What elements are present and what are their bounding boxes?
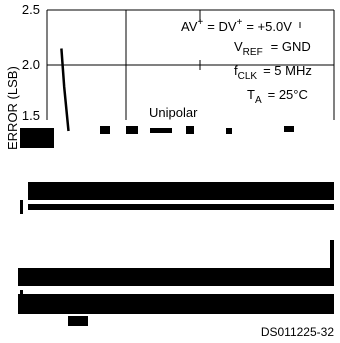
svg-text:VREF= GND: VREF = GND (234, 39, 311, 58)
plot-frame (46, 9, 335, 120)
svg-text:fCLK= 5 MHz: fCLK = 5 MHz (234, 63, 312, 82)
series-line-unipolar (60, 48, 70, 132)
unipolar-label: Unipolar (143, 101, 213, 123)
svg-text:TA= 25°C: TA = 25°C (247, 87, 308, 106)
figure-id: DS011225-32 (261, 325, 334, 339)
svg-text:Unipolar: Unipolar (149, 105, 198, 120)
scan-artifacts (18, 126, 334, 326)
y-axis-label: ERROR (LSB) (5, 66, 20, 150)
y-tick-label: 2.0 (22, 57, 40, 72)
y-tick-label: 2.5 (22, 2, 40, 17)
conditions-block: AV+ = DV+ = +5.0V VREF = GND fCLK = 5 MHz TA… (181, 17, 312, 106)
y-tick-label: 1.5 (22, 108, 40, 123)
svg-text:AV+= DV+= +5.0V: AV+ = DV+ = +5.0V (181, 17, 292, 34)
